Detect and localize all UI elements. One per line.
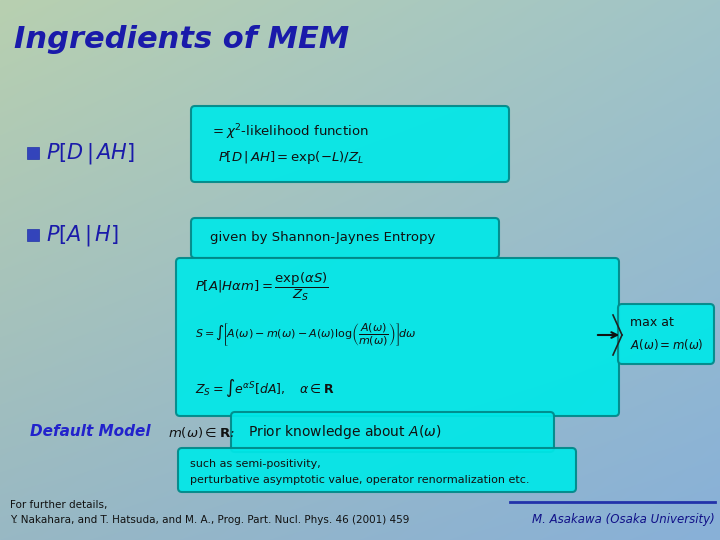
FancyBboxPatch shape <box>27 147 39 159</box>
Text: $P[A\,|\,H]$: $P[A\,|\,H]$ <box>46 222 119 247</box>
Text: max at: max at <box>630 315 674 328</box>
Text: $S = \int\!\left[A(\omega)-m(\omega)-A(\omega)\log\!\left(\dfrac{A(\omega)}{m(\o: $S = \int\!\left[A(\omega)-m(\omega)-A(\… <box>195 322 416 348</box>
Text: perturbative asymptotic value, operator renormalization etc.: perturbative asymptotic value, operator … <box>190 475 529 485</box>
Text: $m(\omega) \in \mathbf{R}$:: $m(\omega) \in \mathbf{R}$: <box>168 424 235 440</box>
Text: given by Shannon-Jaynes Entropy: given by Shannon-Jaynes Entropy <box>210 231 436 244</box>
Text: Y. Nakahara, and T. Hatsuda, and M. A., Prog. Part. Nucl. Phys. 46 (2001) 459: Y. Nakahara, and T. Hatsuda, and M. A., … <box>10 515 410 525</box>
FancyBboxPatch shape <box>191 106 509 182</box>
Text: Ingredients of MEM: Ingredients of MEM <box>14 25 349 54</box>
Text: $P[D\,|\,AH]$: $P[D\,|\,AH]$ <box>46 140 135 165</box>
FancyBboxPatch shape <box>27 229 39 241</box>
Text: $P[D\,|\,AH] = \exp(-L)/Z_L$: $P[D\,|\,AH] = \exp(-L)/Z_L$ <box>218 150 364 166</box>
Text: For further details,: For further details, <box>10 500 107 510</box>
FancyBboxPatch shape <box>191 218 499 258</box>
Text: $A(\omega) = m(\omega)$: $A(\omega) = m(\omega)$ <box>630 336 703 352</box>
Text: $= \chi^2$-likelihood function: $= \chi^2$-likelihood function <box>210 122 369 142</box>
Text: $P[A|H\alpha m] = \dfrac{\exp(\alpha S)}{Z_S}$: $P[A|H\alpha m] = \dfrac{\exp(\alpha S)}… <box>195 271 328 303</box>
Text: such as semi-positivity,: such as semi-positivity, <box>190 459 320 469</box>
FancyBboxPatch shape <box>178 448 576 492</box>
Text: Prior knowledge about $A(\omega)$: Prior knowledge about $A(\omega)$ <box>248 423 441 441</box>
FancyBboxPatch shape <box>618 304 714 364</box>
FancyBboxPatch shape <box>176 258 619 416</box>
Text: $Z_S = \int e^{\alpha S}[dA], \quad \alpha \in \mathbf{R}$: $Z_S = \int e^{\alpha S}[dA], \quad \alp… <box>195 377 334 399</box>
Text: Default Model: Default Model <box>30 424 150 440</box>
Text: M. Asakawa (Osaka University): M. Asakawa (Osaka University) <box>532 514 715 526</box>
FancyBboxPatch shape <box>231 412 554 452</box>
